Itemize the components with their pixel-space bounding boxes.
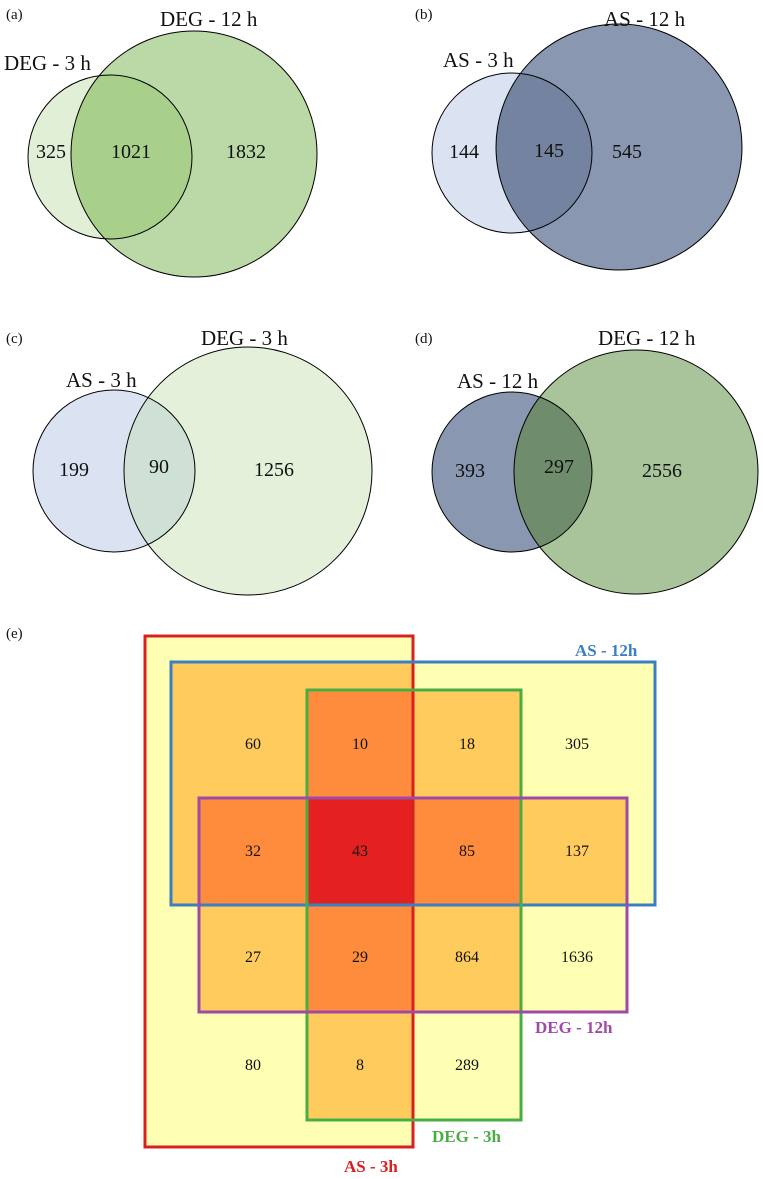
deg-3h-set-label: DEG - 3h [432,1127,502,1146]
region-counts: 60 10 18 305 32 43 85 137 27 29 864 1636 80 8 289 [245,736,593,1074]
count-only-12h: 1832 [226,141,266,163]
heat-cell [413,662,521,690]
deg-12h-label: DEG - 12 h [598,326,696,350]
region-count: 60 [245,736,261,753]
count-overlap: 90 [149,456,169,478]
as-3h-label: AS - 3 h [66,368,137,392]
heat-cells [145,636,655,1147]
heat-cell [627,690,655,798]
heat-cell [307,690,413,798]
count-only-as12h: 393 [455,460,485,482]
count-only-as3h: 144 [449,141,479,163]
heat-cell [413,1012,521,1120]
count-only-as12h: 545 [612,141,642,163]
region-count: 1636 [561,949,593,966]
deg-3h-circle [124,347,372,595]
heat-cell [199,636,307,662]
panel-d-tag: (d) [415,331,433,347]
deg-12h-set-label: DEG - 12h [535,1018,613,1037]
heat-cell [521,662,627,690]
region-count: 305 [565,736,589,753]
heat-cell [171,636,199,662]
count-only-deg12h: 2556 [642,460,682,482]
heat-cell [307,662,413,690]
region-count: 289 [455,1057,479,1074]
region-count: 27 [245,949,261,966]
heat-cell [307,636,413,662]
region-count: 29 [352,949,368,966]
heat-cell [307,1012,413,1120]
as-3h-label: AS - 3 h [443,48,514,72]
region-count: 85 [459,843,475,860]
venn-panel-d: (d) DEG - 12 h AS - 12 h 393 297 2556 [415,326,759,595]
heat-cell [145,798,171,905]
deg-3h-label: DEG - 3 h [4,51,91,75]
as-12h-set-label: AS - 12h [575,641,638,660]
heat-cell [145,690,171,798]
region-count: 137 [565,843,589,860]
region-count: 32 [245,843,261,860]
heat-cell [199,1120,307,1147]
region-count: 864 [455,949,479,966]
heat-cell [521,690,627,798]
as-12h-box [169,660,657,907]
heat-cell [521,798,627,905]
heat-cell [171,798,199,905]
heat-cell [413,690,521,798]
region-count: 80 [245,1057,261,1074]
as-3h-box [143,634,415,1149]
heat-cell [145,636,171,662]
heat-cell [145,1012,171,1120]
heat-cell [145,905,171,1012]
heat-cell [627,798,655,905]
count-overlap: 145 [534,140,564,162]
heat-cell [413,905,521,1012]
panel-a-tag: (a) [6,7,23,23]
region-count: 8 [356,1057,364,1074]
count-only-as3h: 199 [59,459,89,481]
heat-cell [171,1012,199,1120]
heat-cell [199,1012,307,1120]
deg-3h-box [305,688,523,1122]
count-overlap: 297 [544,456,574,478]
deg-12h-label: DEG - 12 h [160,7,258,31]
venn-panel-b: (b) AS - 12 h AS - 3 h 144 145 545 [415,7,743,271]
heat-cell [145,1120,171,1147]
heat-cell [413,798,521,905]
heat-cell [171,1120,199,1147]
deg-3h-label: DEG - 3 h [201,326,288,350]
heat-cell [199,690,307,798]
panel-e-tag: (e) [6,626,23,642]
deg-12h-circle [514,350,758,594]
heat-cell [145,662,171,690]
venn-panel-c: (c) DEG - 3 h AS - 3 h 199 90 1256 [6,326,373,596]
region-count: 18 [459,736,475,753]
heat-cell [199,662,307,690]
deg-12h-box [197,796,629,1014]
heat-cell [171,662,199,690]
heat-cell [521,905,627,1012]
heat-cell [199,905,307,1012]
as-12h-label: AS - 12 h [604,7,686,31]
heat-cell [307,905,413,1012]
panel-c-tag: (c) [6,331,23,347]
heat-cell [627,662,655,690]
venn-panel-e: (e) AS - 12h DEG - 12h DEG - 3h AS - 3h … [6,626,657,1176]
region-count: 43 [352,843,368,860]
heat-cell [307,798,413,905]
heat-cell [307,1120,413,1147]
venn-panel-a: (a) DEG - 12 h DEG - 3 h 325 1021 1832 [4,7,318,278]
heat-cell [199,798,307,905]
as-12h-label: AS - 12 h [457,369,539,393]
heat-cell [171,905,199,1012]
heat-cell [171,690,199,798]
as-3h-set-label: AS - 3h [344,1157,398,1176]
count-overlap: 1021 [111,141,151,163]
deg-overlap-region [71,75,192,239]
panel-b-tag: (b) [415,7,433,23]
count-only-deg3h: 1256 [254,459,294,481]
count-only-3h: 325 [36,141,66,163]
region-count: 10 [352,736,368,753]
